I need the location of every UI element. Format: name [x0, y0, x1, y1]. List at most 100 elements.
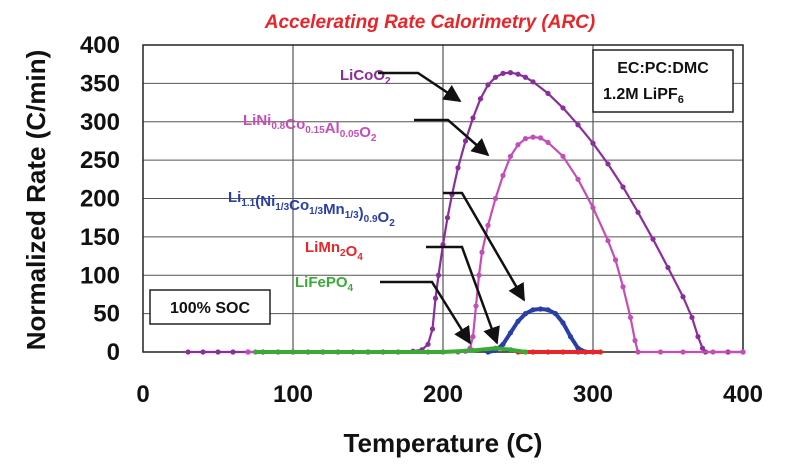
data-point [657, 349, 664, 355]
data-point [680, 349, 686, 355]
y-tick-label: 250 [80, 147, 120, 174]
y-tick-label: 0 [107, 339, 120, 366]
data-point [425, 341, 431, 347]
electrolyte-line2-main: 1.2M LiPF [603, 86, 678, 103]
data-point [650, 236, 656, 242]
data-point [545, 139, 551, 146]
data-point [492, 74, 499, 80]
x-tick-label: 0 [136, 381, 149, 408]
y-axis-label: Normalized Rate (C/min) [21, 50, 51, 351]
data-point [632, 337, 638, 344]
data-point [530, 307, 536, 313]
series-label-1: LiNi0.8Co0.15Al0.05O2 [243, 112, 377, 144]
data-point [545, 307, 551, 313]
x-tick-label: 200 [423, 381, 463, 408]
series-label-2: Li1.1(Ni1/3Co1/3Mn1/3)0.9O2 [228, 189, 395, 229]
series-label-0: LiCoO2 [340, 67, 391, 87]
data-point [590, 205, 596, 211]
data-point [485, 222, 491, 228]
data-point [635, 349, 641, 355]
data-point [537, 306, 544, 312]
data-point [470, 115, 476, 121]
data-point [492, 195, 499, 202]
y-tick-label: 50 [93, 301, 120, 328]
series-label-3: LiMn2O4 [305, 239, 363, 263]
x-axis-label: Temperature (C) [344, 428, 543, 458]
series-leader-arrow [443, 191, 526, 302]
data-point [597, 349, 604, 355]
data-point [740, 349, 746, 355]
y-tick-label: 200 [80, 186, 120, 213]
y-tick-label: 100 [80, 262, 120, 289]
data-point [515, 318, 521, 324]
data-point [575, 349, 581, 355]
data-point [695, 334, 701, 340]
data-point [500, 172, 506, 179]
series-leader-arrow [414, 118, 490, 157]
series-3 [515, 349, 604, 355]
x-tick-label: 100 [273, 381, 313, 408]
data-point [710, 349, 716, 355]
series-leader-arrow [378, 71, 462, 103]
data-point [500, 341, 506, 347]
data-point [620, 184, 626, 190]
soc-label: 100% SOC [170, 300, 250, 317]
data-point [492, 345, 499, 351]
data-point [477, 96, 484, 102]
series-labels: LiCoO2 LiNi0.8Co0.15Al0.05O2 Li1.1(Ni1/3Co… [228, 67, 526, 345]
data-point [200, 349, 206, 355]
data-point [575, 122, 581, 128]
data-point [560, 105, 566, 111]
data-point [560, 349, 566, 355]
data-point [185, 349, 191, 355]
data-point [462, 138, 469, 144]
soc-box-frame [149, 289, 271, 325]
soc-box: 100% SOC [149, 289, 271, 325]
data-point [522, 136, 529, 142]
data-point [230, 349, 236, 355]
y-tick-label: 350 [80, 70, 120, 97]
data-point [507, 70, 514, 76]
data-point [473, 303, 479, 309]
series-4 [252, 345, 529, 355]
data-point [567, 334, 574, 340]
data-point [476, 272, 482, 278]
data-point [590, 349, 596, 355]
data-point [522, 74, 529, 80]
electrolyte-box: EC:PC:DMC 1.2M LiPF6 [592, 49, 734, 113]
electrolyte-line2-sub: 6 [678, 94, 684, 106]
data-point [435, 272, 442, 278]
data-point [515, 71, 521, 77]
y-tick-label: 300 [80, 109, 120, 136]
data-point [689, 314, 695, 321]
data-point [470, 347, 476, 354]
data-point [215, 349, 221, 355]
data-point [470, 334, 476, 340]
data-point [455, 165, 461, 171]
data-point [605, 238, 611, 244]
data-point [522, 349, 529, 355]
ticks-layer: 0 100 200 300 400 0 50 100 150 200 250 300 350 400 [80, 32, 763, 408]
data-point [590, 140, 596, 146]
data-point [552, 311, 559, 317]
data-point [479, 249, 485, 255]
series-layer [185, 70, 746, 355]
data-point [545, 90, 551, 96]
data-point [500, 70, 506, 76]
electrolyte-box-frame [592, 49, 734, 113]
data-point [530, 79, 536, 85]
data-point [290, 349, 296, 355]
data-point [635, 209, 641, 215]
data-point [507, 153, 514, 159]
data-point [537, 135, 544, 141]
y-tick-label: 400 [80, 32, 120, 59]
y-tick-label: 150 [80, 224, 120, 251]
series-leader-arrow [426, 245, 500, 345]
data-point [444, 215, 451, 221]
data-point [620, 284, 626, 290]
electrolyte-line2: 1.2M LiPF6 [603, 86, 684, 106]
data-point [612, 257, 619, 263]
data-point [507, 330, 514, 336]
data-point [432, 295, 439, 301]
